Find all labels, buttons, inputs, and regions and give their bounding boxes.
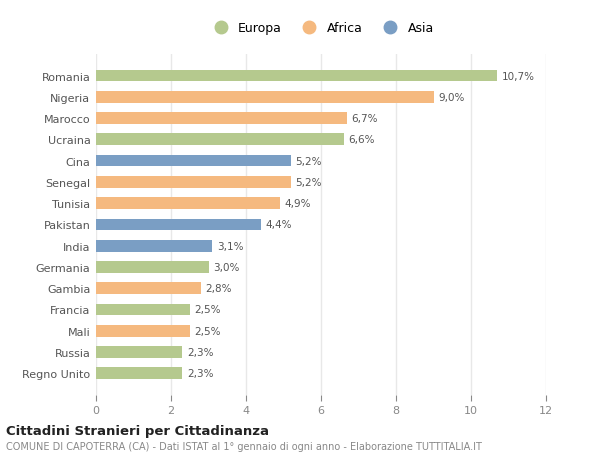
Bar	[96, 92, 433, 103]
Text: Cittadini Stranieri per Cittadinanza: Cittadini Stranieri per Cittadinanza	[6, 424, 269, 437]
Text: 2,3%: 2,3%	[187, 369, 213, 379]
Bar	[96, 71, 497, 82]
Text: 3,0%: 3,0%	[213, 263, 239, 272]
Bar	[96, 219, 261, 231]
Text: COMUNE DI CAPOTERRA (CA) - Dati ISTAT al 1° gennaio di ogni anno - Elaborazione : COMUNE DI CAPOTERRA (CA) - Dati ISTAT al…	[6, 441, 482, 451]
Bar	[96, 177, 291, 188]
Text: 4,4%: 4,4%	[265, 220, 292, 230]
Legend: Europa, Africa, Asia: Europa, Africa, Asia	[203, 17, 439, 40]
Text: 5,2%: 5,2%	[296, 156, 322, 166]
Bar	[96, 134, 343, 146]
Bar	[96, 368, 182, 379]
Bar	[96, 241, 212, 252]
Text: 4,9%: 4,9%	[284, 199, 311, 209]
Text: 6,7%: 6,7%	[352, 114, 378, 124]
Text: 6,6%: 6,6%	[348, 135, 374, 145]
Text: 2,5%: 2,5%	[194, 305, 221, 315]
Bar	[96, 262, 209, 273]
Bar	[96, 347, 182, 358]
Bar	[96, 283, 201, 294]
Bar	[96, 198, 280, 209]
Text: 9,0%: 9,0%	[438, 93, 464, 102]
Text: 3,1%: 3,1%	[217, 241, 243, 251]
Bar	[96, 113, 347, 125]
Text: 10,7%: 10,7%	[502, 71, 535, 81]
Bar	[96, 156, 291, 167]
Bar	[96, 304, 190, 316]
Text: 2,3%: 2,3%	[187, 347, 213, 357]
Text: 5,2%: 5,2%	[296, 178, 322, 187]
Text: 2,8%: 2,8%	[205, 284, 232, 294]
Bar	[96, 325, 190, 337]
Text: 2,5%: 2,5%	[194, 326, 221, 336]
